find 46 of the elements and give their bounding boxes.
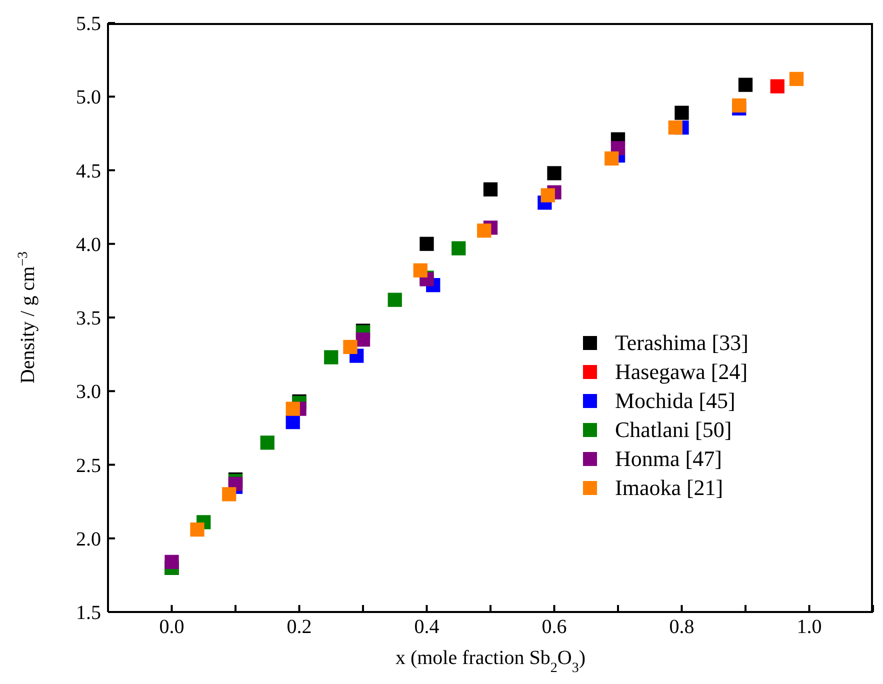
y-tick-label: 4.0 (76, 234, 101, 256)
y-tick-label: 2.0 (76, 528, 101, 550)
y-tick-label: 2.5 (76, 454, 101, 477)
point (674, 106, 689, 120)
legend-label: Hasegawa [24] (615, 358, 748, 384)
y-tick-label: 5.0 (76, 86, 101, 109)
point (738, 78, 753, 92)
point (222, 487, 236, 502)
y-tick-label: 4.5 (76, 160, 101, 182)
x-tick-label: 0.8 (669, 616, 694, 638)
legend-label: Mochida [45] (615, 388, 736, 414)
y-tick-label: 5.5 (76, 13, 101, 36)
point (343, 340, 358, 354)
y-tick-label: 3.5 (76, 308, 101, 330)
point (388, 292, 402, 307)
x-tick-label: 1.0 (796, 616, 822, 638)
point (477, 224, 492, 238)
y-tick-label: 1.5 (76, 602, 101, 624)
legend-label: Chatlani [50] (615, 416, 732, 442)
point (547, 166, 562, 180)
point (732, 98, 746, 113)
point (420, 236, 434, 251)
point (164, 554, 179, 570)
legend-label: Imaoka [21] (615, 474, 724, 500)
x-tick-label: 0.4 (414, 616, 440, 638)
point (668, 120, 682, 135)
point (789, 72, 804, 86)
point (604, 151, 619, 166)
y-tick-label: 3.0 (76, 381, 101, 404)
x-axis-title: x (mole fraction Sb$_{2}$O$_{3}$) (395, 647, 586, 676)
point (324, 350, 338, 364)
point (286, 414, 300, 430)
point (483, 182, 498, 196)
point (540, 188, 555, 202)
x-tick-label: 0.0 (159, 616, 184, 638)
point (260, 436, 274, 450)
point (452, 241, 466, 256)
x-tick-label: 0.2 (286, 616, 312, 638)
legend-label: Honma [47] (615, 446, 722, 472)
point (770, 79, 784, 94)
x-tick-label: 0.6 (542, 616, 567, 638)
point (356, 332, 370, 347)
point (190, 522, 204, 537)
point (413, 263, 428, 278)
point (286, 402, 300, 416)
legend-label: Terashima [33] (615, 330, 748, 356)
